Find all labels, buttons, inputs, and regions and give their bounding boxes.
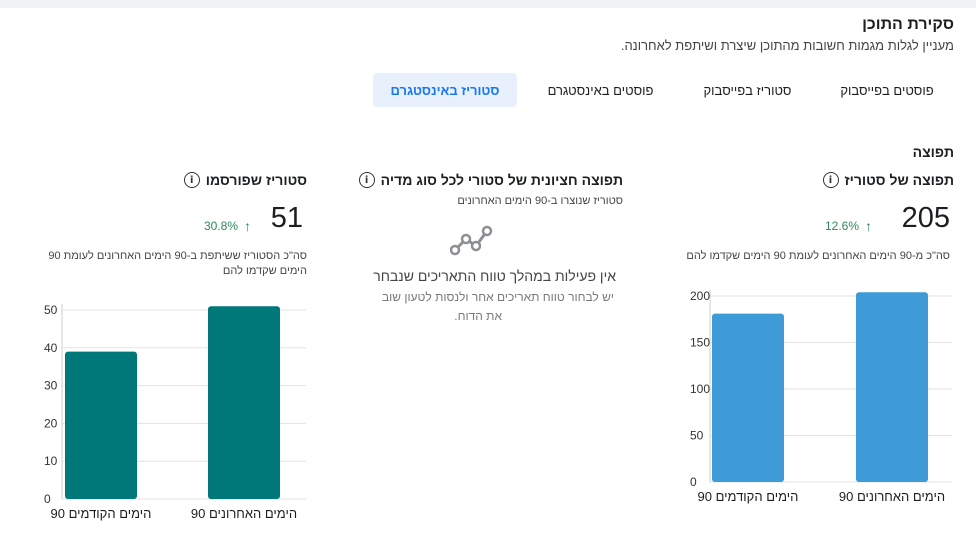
tab-facebook-posts[interactable]: פוסטים בפייסבוק [822, 73, 952, 107]
median-reach-title: תפוצה חציונית של סטורי לכל סוג מדיה i [358, 172, 623, 188]
top-divider [0, 0, 976, 8]
empty-state-line2: את הדוח. [454, 309, 502, 323]
tab-facebook-stories[interactable]: סטוריז בפייסבוק [685, 73, 810, 107]
y-tick-label: 50 [44, 303, 58, 317]
stories-published-title-text: סטוריז שפורסמו [205, 172, 307, 188]
bar [856, 292, 928, 482]
x-tick-label: 90 הימים הקודמים [51, 506, 152, 521]
x-tick-label: 90 הימים הקודמים [698, 489, 799, 504]
arrow-up-icon: ↑ [865, 218, 873, 234]
y-tick-label: 50 [690, 429, 704, 443]
y-tick-label: 200 [690, 289, 710, 303]
y-tick-label: 30 [44, 379, 58, 393]
tab-label: פוסטים באינסטגרם [547, 82, 654, 98]
arrow-up-icon: ↑ [244, 218, 252, 234]
bar [65, 351, 137, 499]
story-reach-title: תפוצה של סטוריז i [822, 172, 954, 188]
story-reach-value: 205 [901, 202, 950, 234]
y-tick-label: 0 [44, 492, 51, 506]
x-tick-label: 90 הימים האחרונים [839, 489, 945, 504]
median-reach-subtitle: סטוריז שנוצרו ב-90 הימים האחרונים [457, 195, 623, 207]
y-tick-label: 20 [44, 416, 58, 430]
bar [712, 313, 784, 482]
delta-text: 30.8% [204, 219, 239, 233]
median-reach-title-text: תפוצה חציונית של סטורי לכל סוג מדיה [380, 172, 623, 188]
info-icon[interactable]: i [822, 172, 839, 188]
bar [208, 306, 280, 499]
stories-published-value: 51 [270, 202, 303, 234]
tab-instagram-posts[interactable]: פוסטים באינסטגרם [528, 73, 673, 107]
empty-state-title: אין פעילות במהלך טווח התאריכים שנבחר [373, 268, 616, 284]
section-title: סקירת התוכן [862, 16, 954, 33]
stories-published-delta: 30.8% ↑ [204, 218, 251, 234]
tab-label: פוסטים בפייסבוק [840, 82, 934, 98]
tab-instagram-stories[interactable]: סטוריז באינסטגרם [373, 73, 517, 107]
y-tick-label: 100 [690, 382, 710, 396]
story-reach-title-text: תפוצה של סטוריז [844, 172, 954, 188]
stories-published-note-line2: הימים שקדמו להם [222, 265, 307, 277]
y-tick-label: 10 [44, 454, 58, 468]
y-tick-label: 150 [690, 336, 710, 350]
empty-state-line1: יש לבחור טווח תאריכים אחר ולנסות לטעון ש… [381, 290, 614, 304]
stories-published-chart: 0 10 20 30 40 50 90 הימים האחרונים 90 הימים הקו… [44, 303, 306, 521]
info-icon[interactable]: i [183, 172, 200, 188]
delta-text: 12.6% [825, 219, 860, 233]
info-icon[interactable]: i [358, 172, 375, 188]
performance-title: תפוצה [912, 144, 954, 160]
section-subtitle: מעניין לגלות מגמות חשובות מהתוכן שיצרת ו… [620, 38, 954, 53]
x-tick-label: 90 הימים האחרונים [191, 506, 297, 521]
story-reach-chart: 0 50 100 150 200 90 הימים האחרונים 90 הימים הק… [690, 289, 952, 504]
story-reach-note: סה"כ מ-90 הימים האחרונים לעומת 90 הימים … [686, 250, 950, 262]
y-tick-label: 40 [44, 341, 58, 355]
tab-label: סטוריז בפייסבוק [703, 82, 792, 98]
line-chart-icon [450, 225, 493, 256]
story-reach-delta: 12.6% ↑ [825, 218, 872, 234]
y-tick-label: 0 [690, 475, 697, 489]
stories-published-title: סטוריז שפורסמו i [183, 172, 307, 188]
tab-label: סטוריז באינסטגרם [390, 82, 500, 98]
stories-published-note-line1: סה"כ הסטוריז ששיתפת ב-90 הימים האחרונים … [48, 250, 307, 262]
